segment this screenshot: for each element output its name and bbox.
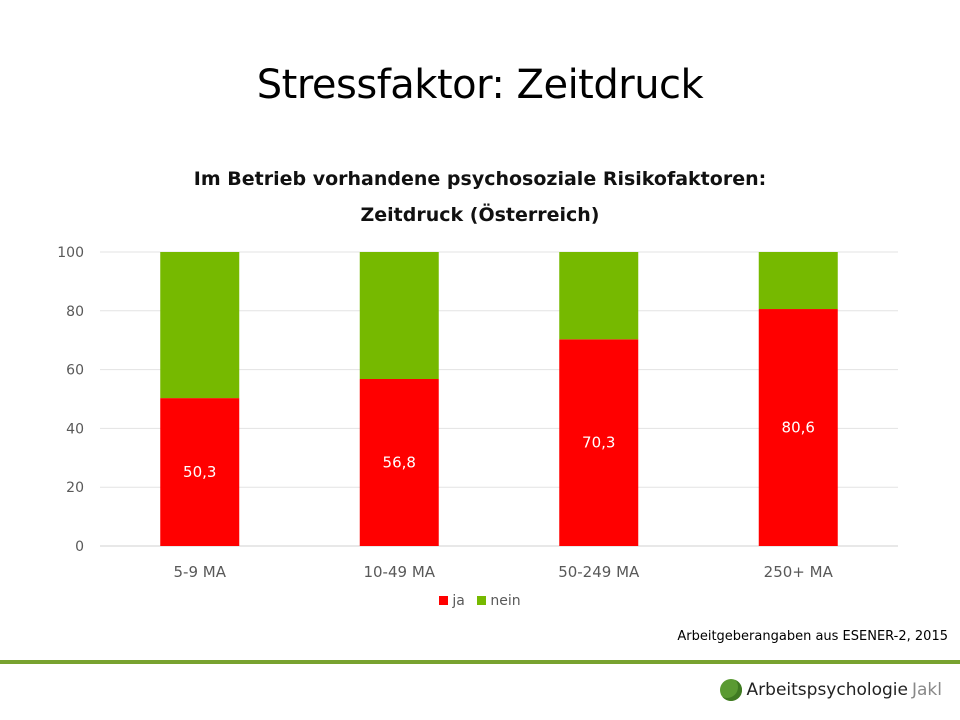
bar-nein-3	[559, 252, 639, 340]
bar-ja-3	[559, 339, 639, 546]
brand-logo: Arbeitspsychologie Jakl	[719, 678, 942, 702]
stacked-bar-chart: 0 20 40 60 80 100 50,3 5-9 MA 56,8 10-49 MA 70,3 50…	[57, 245, 898, 581]
data-label: 80,6	[782, 419, 815, 437]
data-label: 56,8	[383, 454, 416, 472]
x-tick-label: 50-249 MA	[558, 563, 640, 581]
x-tick-label: 250+ MA	[764, 563, 834, 581]
bar-ja-1	[160, 398, 240, 546]
data-label: 50,3	[183, 463, 216, 481]
data-label: 70,3	[582, 434, 615, 452]
brand-name: Arbeitspsychologie	[746, 680, 908, 700]
legend-label-ja: ja	[452, 593, 465, 609]
chart-legend: ja nein	[0, 593, 960, 609]
green-circle-logo-icon	[719, 679, 742, 701]
bar-ja-2	[359, 379, 439, 546]
x-tick-label: 5-9 MA	[174, 563, 227, 581]
chart-title-line-2: Zeitdruck (Österreich)	[360, 204, 600, 226]
brand-suffix: Jakl	[912, 680, 942, 700]
legend-item-nein: nein	[477, 593, 521, 609]
y-tick-label: 40	[66, 421, 84, 437]
legend-label-nein: nein	[490, 593, 521, 609]
y-tick-label: 100	[57, 245, 84, 261]
legend-item-ja: ja	[439, 593, 465, 609]
bar-ja-4	[758, 309, 838, 546]
legend-swatch-ja	[439, 596, 449, 605]
legend-swatch-nein	[477, 596, 487, 605]
bar-nein-1	[160, 252, 240, 399]
y-tick-label: 80	[66, 304, 84, 320]
bar-nein-4	[758, 252, 838, 310]
x-tick-label: 10-49 MA	[363, 563, 435, 581]
slide-title: Stressfaktor: Zeitdruck	[256, 62, 704, 108]
bar-nein-2	[359, 252, 439, 380]
y-tick-label: 60	[66, 363, 84, 379]
y-tick-label: 20	[66, 480, 84, 496]
footer-divider	[0, 660, 960, 664]
source-note: Arbeitgeberangaben aus ESENER-2, 2015	[677, 629, 948, 644]
y-tick-label: 0	[75, 539, 84, 555]
chart-title-line-1: Im Betrieb vorhandene psychosoziale Risi…	[193, 168, 767, 190]
